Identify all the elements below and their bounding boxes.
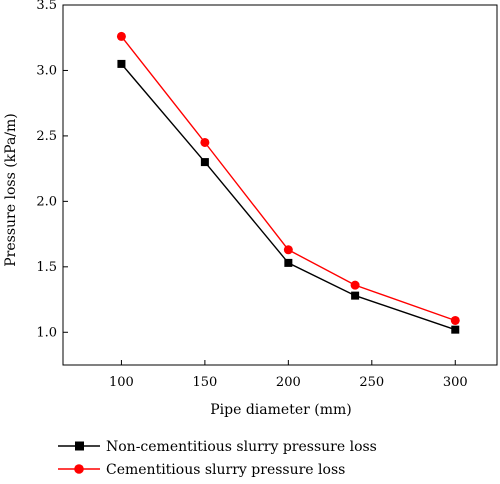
legend-label: Non-cementitious slurry pressure loss [106,439,377,455]
series-layer [116,31,460,334]
x-tick-label: 200 [276,375,301,390]
data-point-circle [200,137,210,147]
series-1 [116,31,460,325]
y-tick-label: 2.0 [36,194,57,209]
data-point-circle [116,31,126,41]
series-line [120,35,456,322]
y-tick-label: 1.0 [36,325,57,340]
y-tick-label: 3.0 [36,63,57,78]
legend-item-0: Non-cementitious slurry pressure loss [58,439,377,455]
y-axis-title: Pressure loss (kPa/m) [3,113,19,266]
x-axis-title: Pipe diameter (mm) [210,402,351,418]
series-0 [117,59,460,334]
data-point-circle [350,280,360,290]
y-tick-label: 2.5 [36,129,57,144]
x-tick-label: 300 [443,375,468,390]
data-point-square [284,258,293,267]
legend-item-1: Cementitious slurry pressure loss [58,462,345,478]
series-line [120,63,456,331]
legend-marker-circle [74,464,84,474]
data-point-square [117,59,126,68]
data-point-circle [283,245,293,255]
legend: Non-cementitious slurry pressure loss Cem… [58,439,377,478]
y-tick-label: 3.5 [36,0,57,13]
data-point-square [351,291,360,300]
legend-marker-square [75,441,84,451]
legend-label: Cementitious slurry pressure loss [106,462,345,478]
x-tick-label: 150 [192,375,217,390]
plot-frame [62,4,498,366]
plot-border [62,4,498,366]
data-point-square [451,325,460,334]
data-point-square [200,158,209,167]
data-point-circle [450,315,460,325]
y-tick-label: 1.5 [36,260,57,275]
y-axis: 1.0 1.5 2.0 2.5 3.0 3.5 [36,0,68,340]
x-tick-label: 250 [359,375,384,390]
x-axis: 100 150 200 250 300 [109,360,468,390]
x-tick-label: 100 [109,375,134,390]
